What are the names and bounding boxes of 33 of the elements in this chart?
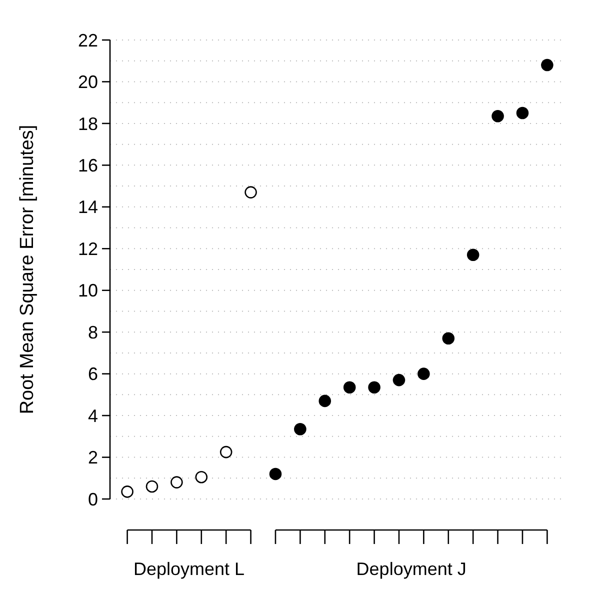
y-tick-label: 4 <box>88 406 98 426</box>
point <box>269 468 282 480</box>
point <box>541 58 554 72</box>
y-axis-title: Root Mean Square Error [minutes] <box>17 124 38 414</box>
point <box>516 106 529 120</box>
point <box>121 486 134 498</box>
y-tick-label: 6 <box>88 364 98 384</box>
y-tick-label: 8 <box>88 322 98 342</box>
point <box>318 394 332 408</box>
point <box>466 248 480 262</box>
point <box>195 470 208 484</box>
y-tick-label: 2 <box>88 448 98 468</box>
y-tick-label: 20 <box>78 72 98 92</box>
point <box>368 381 380 394</box>
y-tick-label: 18 <box>78 114 98 134</box>
point <box>170 476 183 488</box>
point <box>442 332 455 344</box>
y-tick-label: 10 <box>78 280 98 301</box>
y-tick-label: 12 <box>78 238 98 259</box>
y-tick-label: 0 <box>88 489 98 510</box>
point <box>220 446 232 458</box>
text: Deployment L <box>134 559 245 579</box>
point <box>418 368 430 380</box>
point <box>294 422 306 436</box>
point <box>244 186 257 198</box>
y-tick-label: 22 <box>78 30 98 50</box>
point <box>492 110 504 122</box>
point <box>343 381 356 394</box>
y-tick-label: 16 <box>78 155 98 176</box>
y-tick-label: 14 <box>78 197 98 218</box>
point <box>146 480 158 493</box>
point <box>392 374 406 386</box>
text: Deployment J <box>356 559 466 579</box>
